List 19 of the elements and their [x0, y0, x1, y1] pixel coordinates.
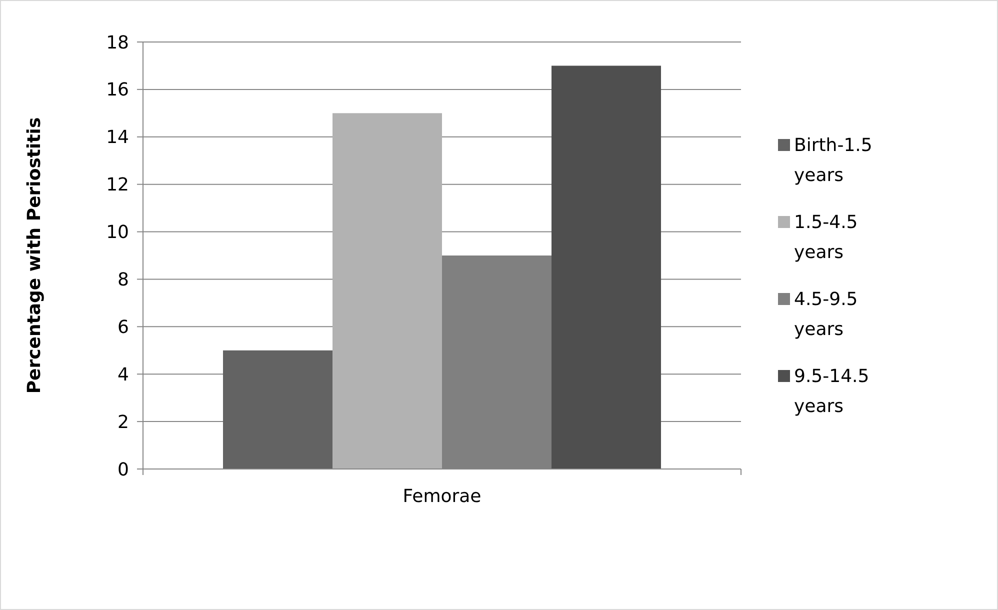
y-tick-label: 12: [106, 174, 129, 196]
y-tick-label: 0: [118, 459, 129, 480]
x-tick-label: Femorae: [402, 486, 482, 507]
bar: [223, 350, 332, 469]
y-tick-label: 4: [118, 364, 129, 386]
legend-label: 9.5-14.5 years: [794, 366, 870, 417]
legend-label: Birth-1.5 years: [794, 135, 872, 186]
y-tick-label: 2: [118, 412, 129, 433]
bar: [552, 66, 661, 469]
y-tick-label: 16: [106, 80, 129, 101]
y-tick-label: 14: [106, 127, 129, 148]
y-tick-label: 8: [118, 270, 129, 291]
bar: [332, 113, 442, 469]
y-tick-label: 18: [106, 32, 129, 54]
y-axis-title: Percentage with Periostitis: [24, 117, 45, 394]
y-tick-label: 6: [118, 316, 129, 338]
legend-label: 1.5-4.5 years: [794, 212, 858, 263]
y-tick-label: 10: [106, 222, 129, 244]
legend-label: 4.5-9.5 years: [794, 289, 858, 340]
